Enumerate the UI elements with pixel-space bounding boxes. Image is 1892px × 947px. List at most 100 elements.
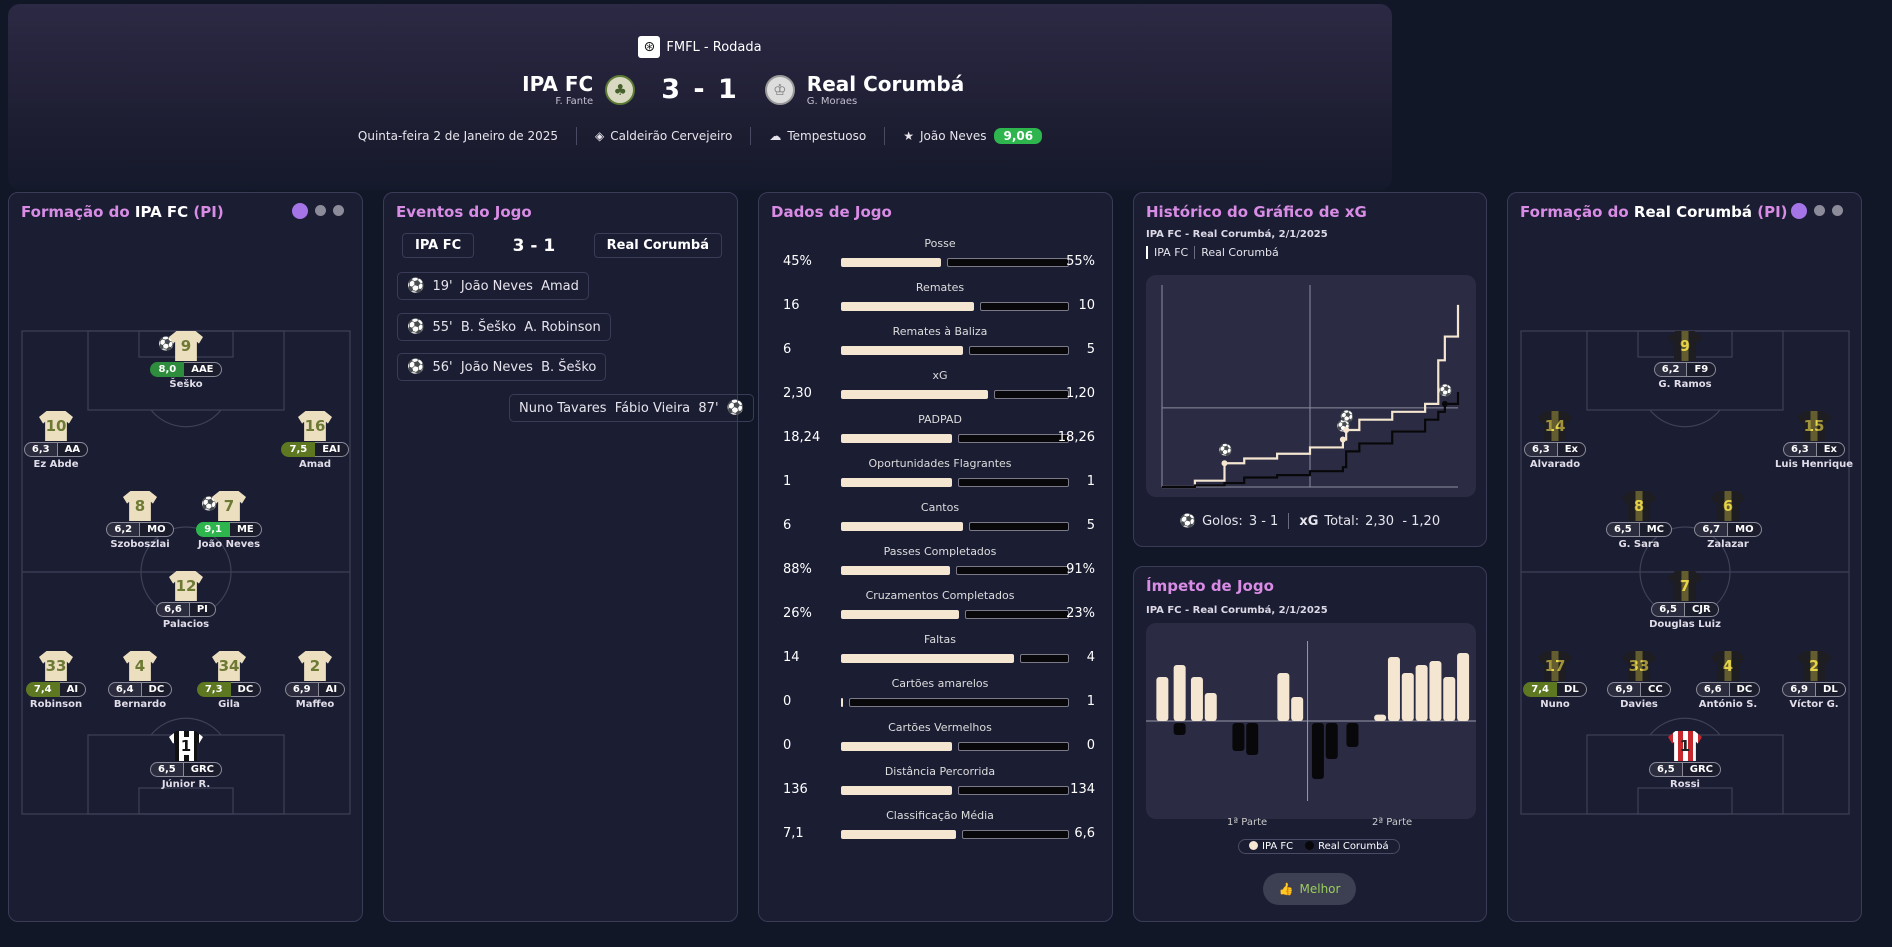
player-7[interactable]: 17 7,4 DL Nuno: [1515, 651, 1595, 710]
view-toggle-2[interactable]: [1814, 205, 1825, 216]
events-score: 3 - 1: [512, 235, 556, 256]
stat-away-value: 23%: [1066, 606, 1095, 621]
momentum-legend-away[interactable]: Real Corumbá: [1305, 841, 1389, 852]
player-rating: 6,6: [156, 602, 190, 617]
player-2[interactable]: 10 6,3 AA Ez Abde: [16, 411, 96, 470]
player-10[interactable]: 2 6,9 AI Maffeo: [275, 651, 355, 710]
xg-panel: Histórico do Gráfico de xG IPA FC - Real…: [1133, 192, 1487, 547]
goal-marker[interactable]: [1339, 436, 1346, 443]
away-team-name[interactable]: Real Corumbá: [806, 72, 965, 96]
shirt-icon: 2: [298, 651, 332, 681]
event-item[interactable]: ⚽ 55' B. Šeško A. Robinson: [397, 313, 611, 341]
player-position: EAI: [315, 442, 349, 457]
player-8[interactable]: 33 6,9 CC Davies: [1599, 651, 1679, 710]
view-toggle-1[interactable]: [292, 203, 308, 219]
player-8[interactable]: 4 6,4 DC Bernardo: [100, 651, 180, 710]
stat-away-value: 5: [1086, 342, 1095, 357]
view-toggle-3[interactable]: [1832, 205, 1843, 216]
xg-legend: IPA FC Real Corumbá: [1146, 246, 1285, 259]
player-4[interactable]: 8 6,5 MC G. Sara: [1599, 491, 1679, 550]
player-position: DL: [1557, 682, 1587, 697]
player-5[interactable]: ⚽ 7 9,1 ME João Neves: [189, 491, 269, 550]
stat-away-value: 10: [1078, 298, 1095, 313]
stat-row: Distância Percorrida 136 134: [779, 765, 1101, 809]
player-1[interactable]: ⚽ 9 8,0 AAE Šeško: [146, 331, 226, 390]
stat-away-bar: [958, 742, 1069, 751]
stat-label: Remates à Baliza: [892, 325, 988, 338]
shirt-icon: 16: [298, 411, 332, 441]
xg-total-value: 2,30 - 1,20: [1365, 513, 1441, 529]
stat-home-bar: [841, 610, 959, 619]
xg-legend-away[interactable]: Real Corumbá: [1194, 246, 1285, 259]
player-6[interactable]: 7 6,5 CJR Douglas Luiz: [1645, 571, 1725, 630]
player-3[interactable]: 15 6,3 Ex Luis Henrique: [1774, 411, 1854, 470]
goal-marker[interactable]: [1221, 460, 1228, 467]
player-5[interactable]: 6 6,7 MO Zalazar: [1688, 491, 1768, 550]
stat-away-bar: [993, 390, 1069, 399]
xg-chart-svg: ⚽⚽⚽⚽: [1161, 285, 1460, 489]
player-rating: 6,9: [1607, 682, 1642, 697]
stat-home-bar: [841, 390, 988, 399]
ball-icon: ⚽: [1217, 443, 1232, 456]
momentum-bar: [1325, 723, 1338, 759]
player-1[interactable]: 9 6,2 F9 G. Ramos: [1645, 331, 1725, 390]
player-name: Nuno: [1540, 699, 1570, 710]
home-team-name[interactable]: IPA FC: [522, 72, 594, 96]
view-toggle-1[interactable]: [1791, 203, 1807, 219]
goal-marker[interactable]: [1441, 400, 1448, 407]
stat-label: Remates: [915, 281, 965, 294]
stat-home-bar: [841, 830, 957, 839]
shirt-icon: 15: [1797, 411, 1831, 441]
stat-label: Cartões Vermelhos: [888, 721, 992, 734]
player-position: GRC: [183, 762, 222, 777]
player-rating: 6,7: [1694, 522, 1729, 537]
player-9[interactable]: 34 7,3 DC Gila: [189, 651, 269, 710]
xg-legend-home[interactable]: IPA FC: [1146, 246, 1194, 259]
ball-icon: ⚽: [726, 400, 744, 416]
events-home-team[interactable]: IPA FC: [402, 233, 475, 258]
player-9[interactable]: 4 6,6 DC António S.: [1688, 651, 1768, 710]
stadium-name[interactable]: Caldeirão Cervejeiro: [610, 129, 733, 143]
events-away-team[interactable]: Real Corumbá: [593, 233, 722, 258]
view-toggle-3[interactable]: [333, 205, 344, 216]
player-7[interactable]: 33 7,4 AI Robinson: [16, 651, 96, 710]
player-3[interactable]: 16 7,5 EAI Amad: [275, 411, 355, 470]
stat-row: xG 2,30 1,20: [779, 369, 1101, 413]
stat-away-bar: [955, 566, 1069, 575]
player-11[interactable]: 1 6,5 GRC Júnior R.: [146, 731, 226, 790]
event-item[interactable]: Nuno Tavares Fábio Vieira 87' ⚽: [509, 394, 754, 422]
event-item[interactable]: ⚽ 19' João Neves Amad: [397, 272, 589, 300]
shirt-icon: 10: [39, 411, 73, 441]
better-button[interactable]: 👍 Melhor: [1263, 873, 1356, 905]
player-rating: 6,2: [1653, 362, 1688, 377]
player-11[interactable]: 1 6,5 GRC Rossi: [1645, 731, 1725, 790]
stat-row: Cartões Vermelhos 0 0: [779, 721, 1101, 765]
home-lineup-title: Formação do IPA FC (PI): [21, 203, 224, 221]
player-of-match[interactable]: João Neves: [919, 129, 987, 143]
player-2[interactable]: 14 6,3 Ex Alvarado: [1515, 411, 1595, 470]
momentum-bar: [1387, 657, 1400, 721]
momentum-legend: IPA FC Real Corumbá: [1238, 839, 1400, 854]
momentum-legend-home[interactable]: IPA FC: [1249, 841, 1293, 852]
player-10[interactable]: 2 6,9 DL Víctor G.: [1774, 651, 1854, 710]
player-4[interactable]: 8 6,2 MO Szoboszlai: [100, 491, 180, 550]
ball-icon: ⚽: [407, 278, 425, 294]
player-rating: 6,3: [1524, 442, 1558, 457]
competition-name[interactable]: FMFL - Rodada: [666, 39, 762, 55]
player-name: Maffeo: [295, 699, 335, 710]
stat-home-value: 0: [783, 738, 792, 753]
view-toggle-2[interactable]: [315, 205, 326, 216]
stat-label: Faltas: [924, 633, 956, 646]
stat-away-bar: [962, 830, 1069, 839]
stat-home-bar: [841, 346, 964, 355]
stat-label: Classificação Média: [886, 809, 994, 822]
stat-away-bar: [964, 610, 1069, 619]
xg-chart: ⚽ ⚽ ⚽ ⚽: [1146, 275, 1476, 497]
goal-marker[interactable]: [1343, 427, 1350, 433]
shirt-icon: 17: [1538, 651, 1572, 681]
away-coach[interactable]: G. Moraes: [806, 96, 858, 107]
player-position: MO: [140, 522, 174, 537]
home-coach[interactable]: F. Fante: [555, 96, 594, 107]
player-6[interactable]: 12 6,6 PI Palacios: [146, 571, 226, 630]
event-item[interactable]: ⚽ 56' João Neves B. Šeško: [397, 353, 607, 381]
